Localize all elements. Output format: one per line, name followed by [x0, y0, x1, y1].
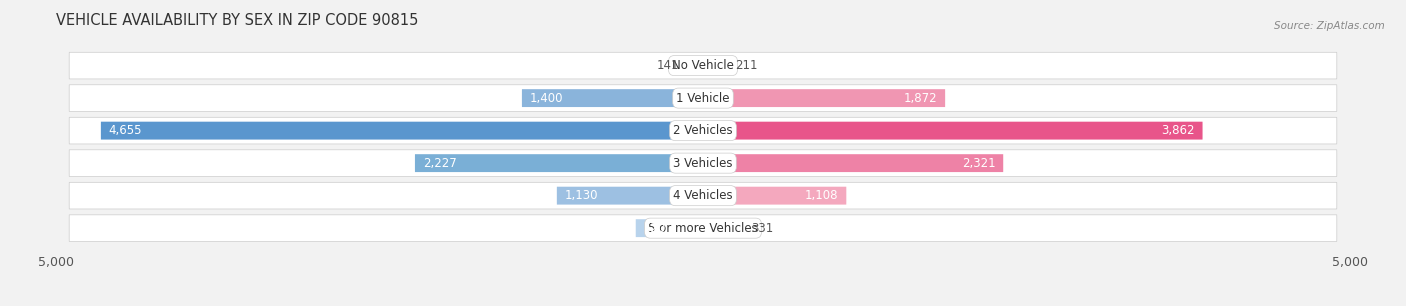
Text: 1,130: 1,130: [565, 189, 598, 202]
Text: 1,400: 1,400: [530, 91, 564, 105]
Text: 2 Vehicles: 2 Vehicles: [673, 124, 733, 137]
FancyBboxPatch shape: [703, 154, 1004, 172]
FancyBboxPatch shape: [557, 187, 703, 205]
Text: 4 Vehicles: 4 Vehicles: [673, 189, 733, 202]
FancyBboxPatch shape: [703, 89, 945, 107]
Text: VEHICLE AVAILABILITY BY SEX IN ZIP CODE 90815: VEHICLE AVAILABILITY BY SEX IN ZIP CODE …: [56, 13, 419, 28]
Text: 4,655: 4,655: [108, 124, 142, 137]
Text: 2,227: 2,227: [423, 157, 457, 170]
Text: 3 Vehicles: 3 Vehicles: [673, 157, 733, 170]
Text: 1,872: 1,872: [904, 91, 938, 105]
FancyBboxPatch shape: [415, 154, 703, 172]
FancyBboxPatch shape: [636, 219, 703, 237]
FancyBboxPatch shape: [101, 122, 703, 140]
FancyBboxPatch shape: [703, 187, 846, 205]
Text: 3,862: 3,862: [1161, 124, 1195, 137]
FancyBboxPatch shape: [69, 150, 1337, 177]
Text: 1 Vehicle: 1 Vehicle: [676, 91, 730, 105]
FancyBboxPatch shape: [69, 52, 1337, 79]
Text: 5 or more Vehicles: 5 or more Vehicles: [648, 222, 758, 235]
FancyBboxPatch shape: [703, 219, 745, 237]
FancyBboxPatch shape: [69, 182, 1337, 209]
Text: 141: 141: [657, 59, 679, 72]
FancyBboxPatch shape: [69, 215, 1337, 241]
Text: 1,108: 1,108: [806, 189, 838, 202]
FancyBboxPatch shape: [69, 117, 1337, 144]
FancyBboxPatch shape: [69, 85, 1337, 111]
Text: 2,321: 2,321: [962, 157, 995, 170]
Text: No Vehicle: No Vehicle: [672, 59, 734, 72]
FancyBboxPatch shape: [522, 89, 703, 107]
FancyBboxPatch shape: [685, 57, 703, 75]
FancyBboxPatch shape: [703, 57, 730, 75]
Text: Source: ZipAtlas.com: Source: ZipAtlas.com: [1274, 21, 1385, 32]
Legend: Male, Female: Male, Female: [631, 301, 775, 306]
FancyBboxPatch shape: [703, 122, 1202, 140]
Text: 211: 211: [735, 59, 758, 72]
Text: 331: 331: [751, 222, 773, 235]
Text: 520: 520: [644, 222, 666, 235]
